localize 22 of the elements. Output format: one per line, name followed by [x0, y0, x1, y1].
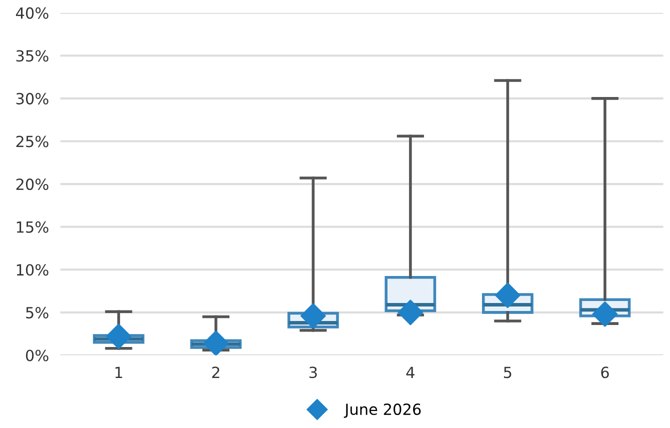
point [203, 330, 229, 356]
x-tick-label: 1 [115, 366, 122, 378]
point [300, 303, 326, 329]
x-tick-label: 5 [504, 366, 512, 378]
point [106, 324, 132, 350]
y-tick-label: 40% [16, 7, 48, 19]
point [592, 301, 618, 327]
y-tick-label: 25% [16, 136, 48, 148]
point [494, 282, 520, 308]
y-tick-label: 0% [26, 350, 48, 362]
y-tick-label: 10% [16, 264, 48, 276]
point [398, 300, 424, 326]
legend-label: June 2026 [344, 404, 421, 418]
y-tick-label: 15% [16, 221, 48, 233]
y-tick-label: 20% [16, 178, 48, 190]
x-tick-label: 6 [601, 366, 609, 378]
y-tick-label: 5% [26, 306, 48, 318]
y-tick-label: 30% [16, 92, 48, 104]
x-tick-label: 3 [309, 366, 317, 378]
y-tick-label: 35% [16, 50, 48, 62]
x-tick-label: 2 [212, 366, 220, 378]
x-tick-label: 4 [406, 366, 414, 378]
